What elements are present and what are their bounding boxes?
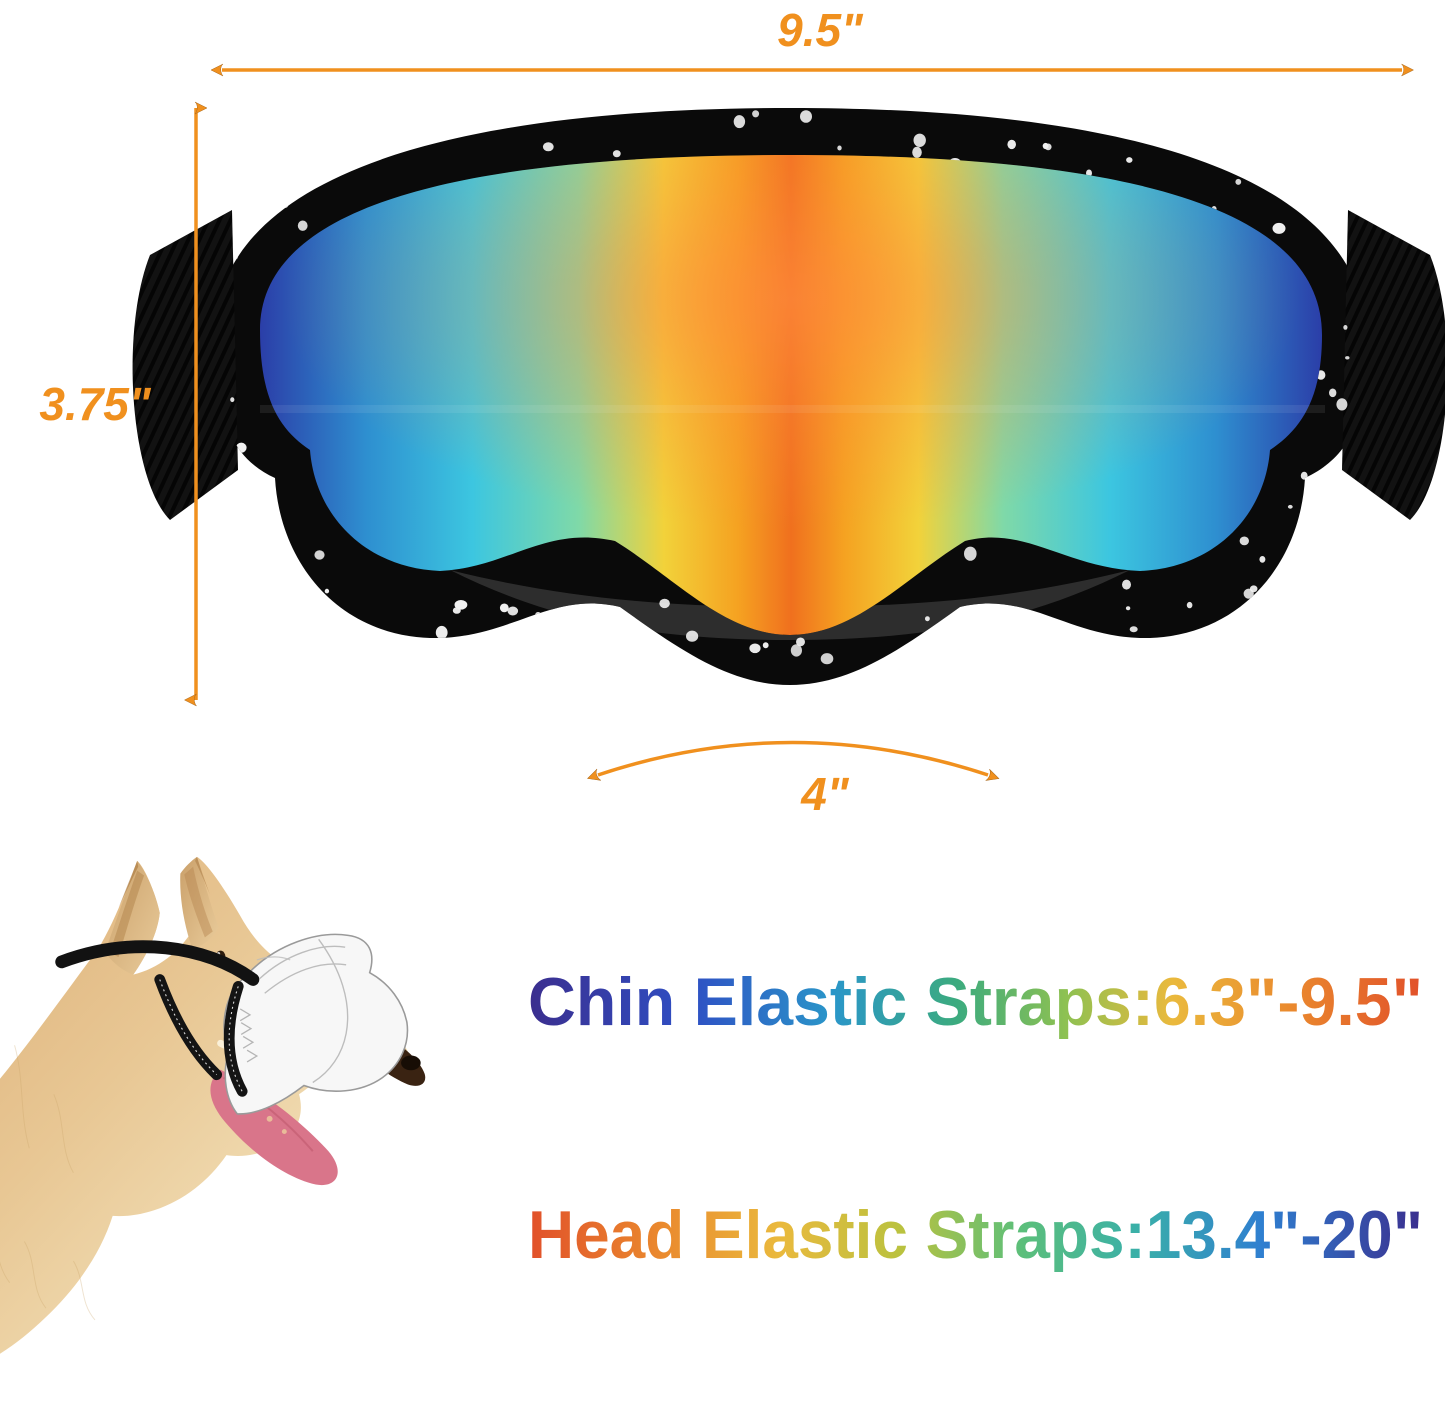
svg-text:9.5": 9.5" xyxy=(777,4,864,56)
svg-text:Chin Elastic Straps:6.3"-9.5": Chin Elastic Straps:6.3"-9.5" xyxy=(528,964,1423,1040)
svg-text:4": 4" xyxy=(800,768,850,820)
svg-text:3.75": 3.75" xyxy=(39,378,152,430)
svg-text:Head Elastic Straps:13.4"-20": Head Elastic Straps:13.4"-20" xyxy=(528,1197,1423,1273)
